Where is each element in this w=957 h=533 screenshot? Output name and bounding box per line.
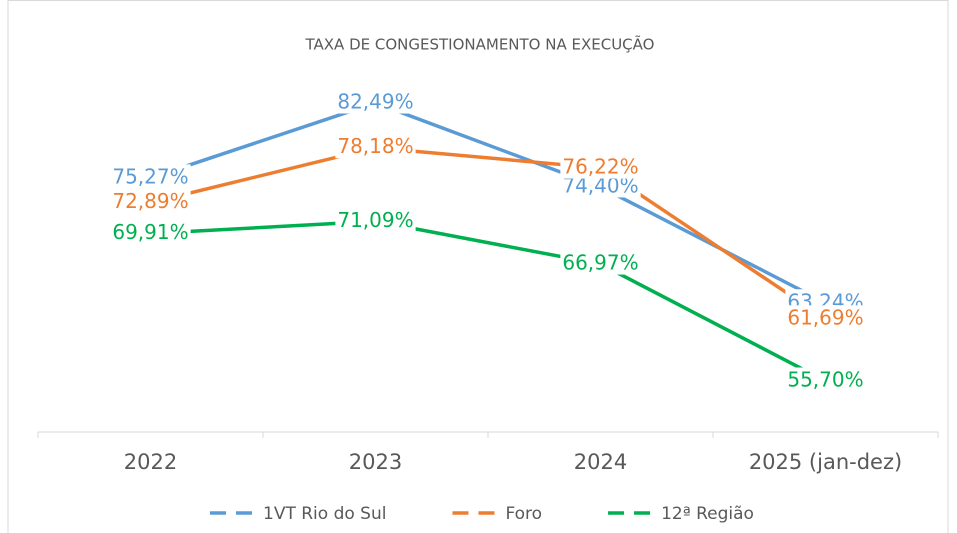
series-line xyxy=(150,219,827,383)
data-label-group: 61,69% xyxy=(785,305,866,330)
legend-label: Foro xyxy=(505,504,542,524)
data-label-group: 78,18% xyxy=(335,134,416,159)
data-label: 72,89% xyxy=(112,189,188,213)
chart-title: TAXA DE CONGESTIONAMENTO NA EXECUÇÃO xyxy=(305,35,655,54)
data-label-group: 72,89% xyxy=(110,189,191,214)
data-label-bg xyxy=(560,154,641,179)
data-label: 75,27% xyxy=(112,164,188,188)
data-label-group: 82,49% xyxy=(335,89,416,114)
data-label: 69,91% xyxy=(112,220,188,244)
data-label-bg xyxy=(110,220,191,245)
data-label-bg xyxy=(335,134,416,159)
data-label-bg xyxy=(335,207,416,232)
data-label: 78,18% xyxy=(337,134,413,158)
data-label-bg xyxy=(110,189,191,214)
data-label-bg xyxy=(785,305,866,330)
x-tick-label: 2023 xyxy=(349,450,402,474)
x-tick-label: 2024 xyxy=(574,450,627,474)
data-label: 66,97% xyxy=(562,251,638,275)
data-label-bg xyxy=(785,367,866,392)
data-label-group: 69,91% xyxy=(110,220,191,245)
data-label-group: 76,22% xyxy=(560,154,641,179)
data-label: 76,22% xyxy=(562,155,638,179)
data-label-bg xyxy=(335,89,416,114)
x-tick-label: 2022 xyxy=(124,450,177,474)
data-label: 61,69% xyxy=(787,305,863,329)
data-label-bg xyxy=(560,250,641,275)
data-label-group: 75,27% xyxy=(110,164,191,189)
data-label: 82,49% xyxy=(337,90,413,114)
data-label: 71,09% xyxy=(337,208,413,232)
data-label: 55,70% xyxy=(787,368,863,392)
legend-label: 1VT Rio do Sul xyxy=(263,504,386,524)
data-label-group: 66,97% xyxy=(560,250,641,275)
legend-label: 12ª Região xyxy=(661,504,754,524)
data-label-group: 71,09% xyxy=(335,207,416,232)
series-line xyxy=(150,145,827,321)
data-label-bg xyxy=(110,164,191,189)
data-label-group: 55,70% xyxy=(785,367,866,392)
x-tick-label: 2025 (jan-dez) xyxy=(749,450,902,474)
chart-border xyxy=(7,0,949,533)
